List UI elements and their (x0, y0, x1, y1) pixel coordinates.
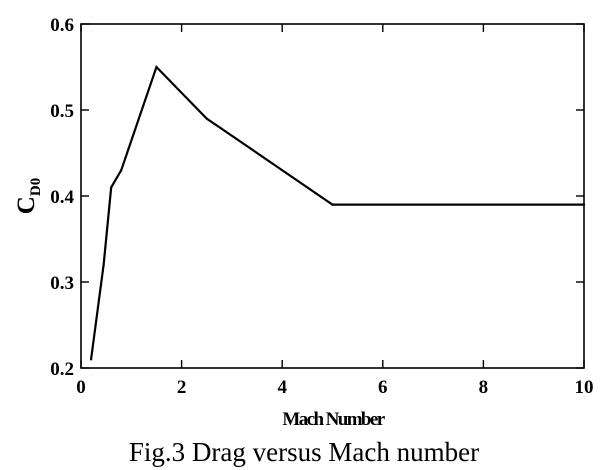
data-point-2 (110, 186, 113, 189)
plot-frame (80, 23, 585, 369)
y-axis-ticks: 0.2 0.3 0.4 0.5 0.6 (50, 15, 584, 380)
y-tick-label: 0.4 (50, 187, 74, 208)
data-point-3 (120, 169, 123, 172)
data-point-6 (331, 203, 334, 206)
data-point-5 (205, 117, 208, 120)
data-point-4 (155, 65, 158, 69)
x-tick-label: 0 (76, 377, 86, 398)
x-axis-ticks: 0 2 4 6 8 10 (76, 24, 594, 398)
x-tick-label: 2 (177, 377, 187, 398)
figure-caption: Fig.3 Drag versus Mach number (129, 437, 479, 467)
x-tick-label: 8 (479, 377, 489, 398)
y-axis-title: CD0 (13, 178, 44, 214)
cd0-series-points (89, 65, 586, 361)
data-point-1 (102, 263, 105, 266)
x-tick-label: 6 (378, 377, 388, 398)
y-axis-title-main: C (13, 196, 40, 214)
x-tick-label: 4 (277, 377, 287, 398)
y-axis-title-subscript: D0 (28, 178, 44, 196)
cd0-series-line (89, 64, 584, 360)
x-tick-label: 10 (575, 377, 594, 398)
y-tick-label: 0.3 (50, 273, 74, 294)
data-point-7 (582, 203, 586, 206)
y-tick-label: 0.5 (50, 101, 74, 122)
x-axis-title: Mach Number (282, 409, 385, 430)
data-point-0 (89, 358, 93, 361)
y-tick-label: 0.2 (50, 359, 74, 380)
y-tick-label: 0.6 (50, 15, 74, 36)
